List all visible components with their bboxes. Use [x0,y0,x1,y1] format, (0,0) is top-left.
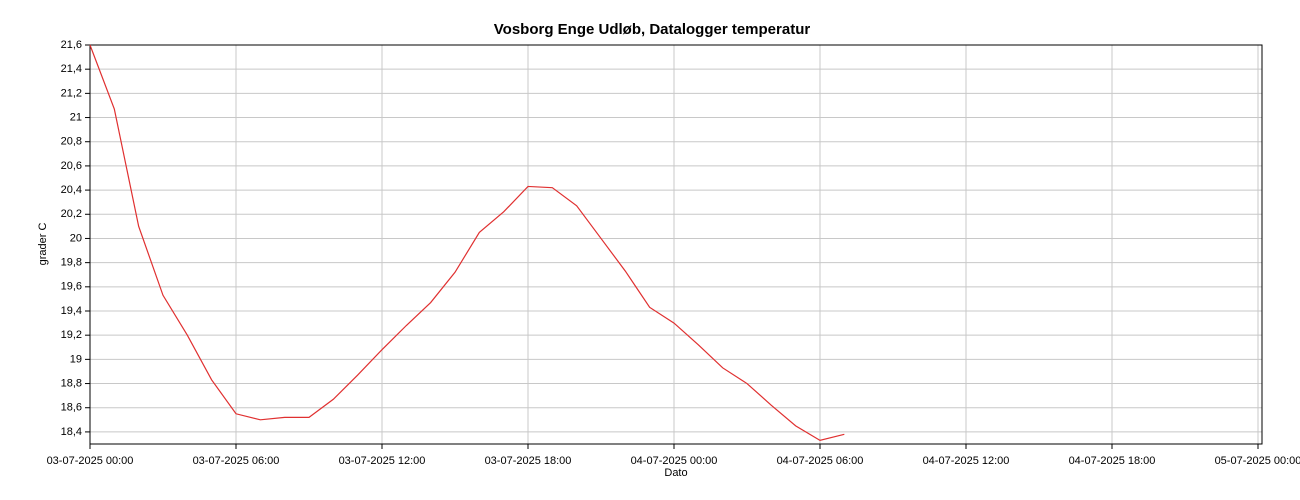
x-axis-label: Dato [664,467,687,479]
y-tick-label: 18,4 [61,426,82,438]
data-line [89,44,845,442]
y-tick-label: 19,4 [61,305,82,317]
chart-title: Vosborg Enge Udløb, Datalogger temperatu… [494,21,811,38]
y-tick-label: 21,6 [61,39,82,51]
x-tick-label: 04-07-2025 12:00 [923,455,1010,467]
y-tick-label: 20,6 [61,160,82,172]
y-tick-label: 19,2 [61,329,82,341]
y-tick-label: 19 [70,353,82,365]
x-tick-label: 03-07-2025 06:00 [193,455,280,467]
x-tick-label: 05-07-2025 00:00 [1215,455,1300,467]
y-tick-label: 20,8 [61,136,82,148]
y-tick-label: 19,8 [61,257,82,269]
x-tick-label: 04-07-2025 06:00 [777,455,864,467]
y-tick-label: 21,4 [61,63,82,75]
x-tick-label: 04-07-2025 18:00 [1069,455,1156,467]
y-tick-label: 19,6 [61,281,82,293]
y-tick-label: 20,4 [61,184,82,196]
y-tick-label: 21,2 [61,87,82,99]
x-tick-label: 03-07-2025 12:00 [339,455,426,467]
x-tick-label: 03-07-2025 18:00 [485,455,572,467]
y-axis-label: grader C [37,223,49,266]
y-tick-label: 20,2 [61,208,82,220]
plot-border [89,44,1263,445]
x-tick-label: 03-07-2025 00:00 [47,455,134,467]
y-tick-label: 20 [70,232,82,244]
y-tick-label: 21 [70,111,82,123]
x-tick-label: 04-07-2025 00:00 [631,455,718,467]
y-tick-label: 18,8 [61,377,82,389]
y-tick-label: 18,6 [61,402,82,414]
